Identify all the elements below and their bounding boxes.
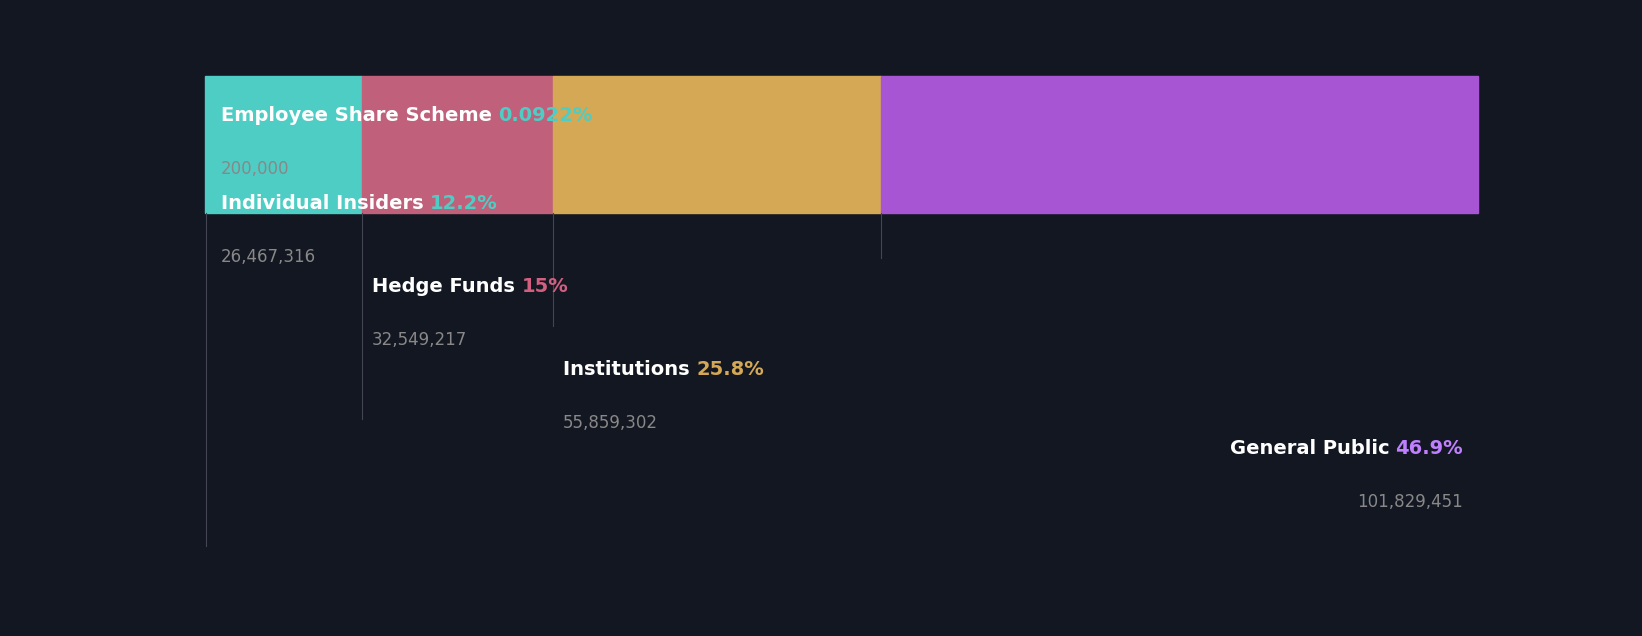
Text: 32,549,217: 32,549,217 <box>371 331 466 349</box>
Text: 25.8%: 25.8% <box>696 361 764 379</box>
Text: Hedge Funds: Hedge Funds <box>371 277 522 296</box>
Text: Institutions: Institutions <box>563 361 696 379</box>
Text: 0.0922%: 0.0922% <box>498 106 593 125</box>
Text: 55,859,302: 55,859,302 <box>563 414 658 432</box>
Text: 12.2%: 12.2% <box>430 194 498 213</box>
Bar <box>553 76 880 214</box>
Text: 26,467,316: 26,467,316 <box>220 248 315 266</box>
Bar <box>880 76 1478 214</box>
Text: 200,000: 200,000 <box>220 160 289 177</box>
Text: General Public: General Public <box>1230 439 1389 458</box>
Text: 101,829,451: 101,829,451 <box>1356 492 1463 511</box>
Text: Employee Share Scheme: Employee Share Scheme <box>220 106 498 125</box>
Text: 46.9%: 46.9% <box>1396 439 1463 458</box>
Text: Individual Insiders: Individual Insiders <box>220 194 430 213</box>
Bar <box>205 76 361 214</box>
Bar <box>361 76 553 214</box>
Text: 15%: 15% <box>522 277 568 296</box>
